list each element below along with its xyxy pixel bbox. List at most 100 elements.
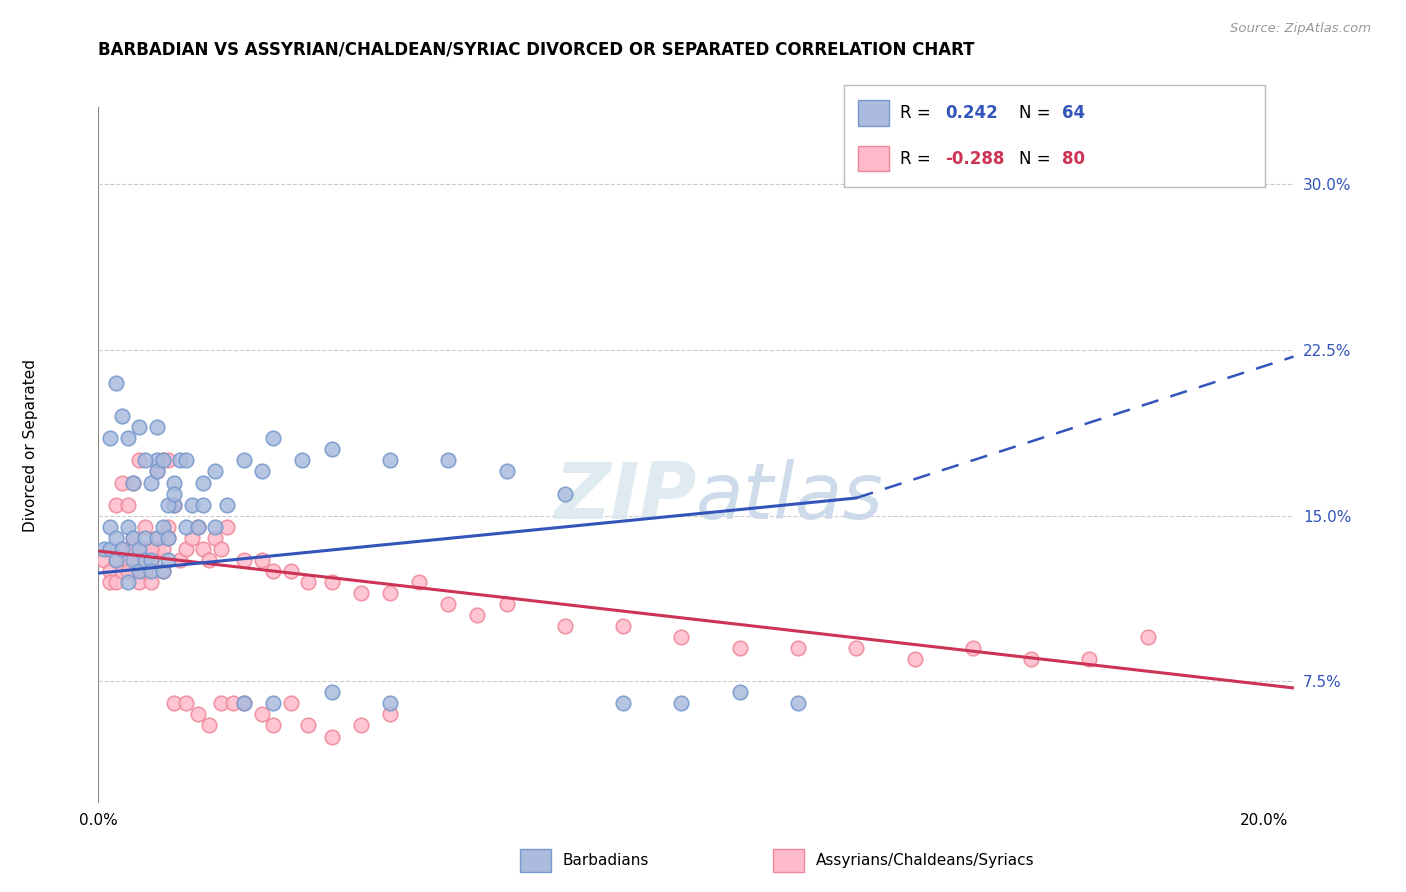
Point [204, 531, 226, 545]
Point [117, 553, 139, 567]
Point [128, 553, 150, 567]
Point [297, 574, 319, 589]
Text: Divorced or Separated: Divorced or Separated [24, 359, 38, 533]
Text: -0.288: -0.288 [945, 150, 1004, 168]
Point [163, 475, 186, 490]
Point [145, 541, 167, 556]
Point [728, 641, 751, 656]
Point [180, 531, 202, 545]
Point [157, 553, 180, 567]
Point [122, 475, 145, 490]
Text: 80: 80 [1062, 150, 1084, 168]
Point [408, 574, 430, 589]
Text: 64: 64 [1062, 104, 1084, 122]
Point [321, 730, 343, 744]
Point [139, 574, 162, 589]
Point [104, 376, 127, 391]
Point [122, 531, 145, 545]
Point [93, 553, 115, 567]
Point [152, 453, 174, 467]
Point [139, 553, 162, 567]
Point [117, 498, 139, 512]
Point [98, 519, 121, 533]
Point [111, 541, 134, 556]
Point [134, 531, 156, 545]
Text: Assyrians/Chaldeans/Syriacs: Assyrians/Chaldeans/Syriacs [815, 854, 1033, 868]
Point [321, 574, 343, 589]
Point [297, 718, 319, 732]
Point [186, 707, 208, 722]
Point [163, 498, 186, 512]
Point [152, 564, 174, 578]
Point [321, 685, 343, 699]
Point [152, 453, 174, 467]
Point [250, 707, 273, 722]
Point [104, 553, 127, 567]
Point [495, 465, 517, 479]
Point [671, 630, 693, 644]
Point [98, 431, 121, 445]
Point [233, 453, 256, 467]
Point [174, 453, 197, 467]
Point [117, 574, 139, 589]
Point [280, 697, 302, 711]
Point [321, 442, 343, 457]
Text: N =: N = [1019, 150, 1056, 168]
Point [128, 420, 150, 434]
Point [139, 553, 162, 567]
Point [122, 553, 145, 567]
Point [145, 453, 167, 467]
Point [111, 541, 134, 556]
Point [233, 697, 256, 711]
Point [186, 519, 208, 533]
Point [728, 685, 751, 699]
Point [163, 486, 186, 500]
Point [262, 564, 284, 578]
Point [209, 541, 232, 556]
Point [104, 574, 127, 589]
Point [193, 498, 215, 512]
Point [104, 531, 127, 545]
Point [1019, 652, 1042, 666]
Point [262, 697, 284, 711]
Point [163, 697, 186, 711]
Point [215, 519, 238, 533]
Point [98, 564, 121, 578]
Point [554, 486, 576, 500]
Point [378, 707, 401, 722]
Point [157, 531, 180, 545]
Point [845, 641, 868, 656]
Point [903, 652, 925, 666]
Text: atlas: atlas [696, 458, 884, 534]
Point [139, 475, 162, 490]
Point [437, 597, 460, 611]
Point [134, 564, 156, 578]
Text: BARBADIAN VS ASSYRIAN/CHALDEAN/SYRIAC DIVORCED OR SEPARATED CORRELATION CHART: BARBADIAN VS ASSYRIAN/CHALDEAN/SYRIAC DI… [98, 40, 974, 58]
Point [157, 531, 180, 545]
Point [145, 531, 167, 545]
Point [467, 608, 489, 623]
Text: 0.242: 0.242 [945, 104, 998, 122]
Point [787, 697, 810, 711]
Point [612, 697, 634, 711]
Point [128, 453, 150, 467]
Point [215, 498, 238, 512]
Text: N =: N = [1019, 104, 1056, 122]
Point [495, 597, 517, 611]
Point [134, 541, 156, 556]
Text: R =: R = [900, 104, 936, 122]
Point [104, 553, 127, 567]
Point [157, 519, 180, 533]
Point [186, 519, 208, 533]
Point [152, 541, 174, 556]
Point [437, 453, 460, 467]
Point [93, 541, 115, 556]
Point [193, 475, 215, 490]
Point [262, 718, 284, 732]
Point [117, 431, 139, 445]
Text: Source: ZipAtlas.com: Source: ZipAtlas.com [1230, 22, 1371, 36]
Point [169, 453, 191, 467]
Point [378, 586, 401, 600]
Point [98, 574, 121, 589]
Point [198, 553, 221, 567]
